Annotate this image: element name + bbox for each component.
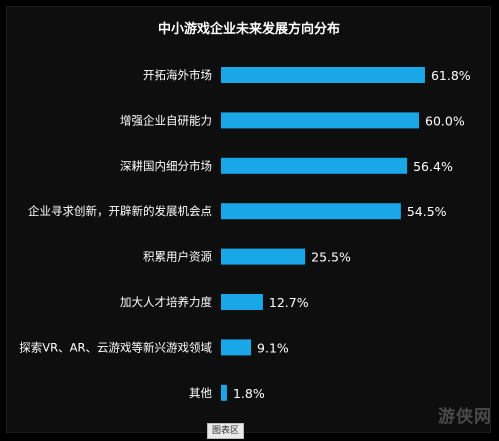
bar bbox=[221, 112, 419, 129]
value-label: 25.5% bbox=[311, 250, 351, 265]
value-label: 61.8% bbox=[431, 68, 471, 83]
category-label: 开拓海外市场 bbox=[143, 68, 212, 82]
category-label: 深耕国内细分市场 bbox=[120, 159, 212, 173]
value-label: 54.5% bbox=[407, 204, 447, 219]
bar bbox=[221, 67, 425, 83]
chart-area-caption: 图表区 bbox=[207, 423, 245, 439]
value-label: 56.4% bbox=[413, 159, 453, 174]
category-label: 企业寻求创新，开辟新的发展机会点 bbox=[28, 204, 212, 218]
chart-title: 中小游戏企业未来发展方向分布 bbox=[158, 21, 340, 37]
category-label: 探索VR、AR、云游戏等新兴游戏领域 bbox=[19, 340, 212, 354]
bar bbox=[221, 384, 227, 401]
category-label: 加大人才培养力度 bbox=[120, 295, 212, 309]
watermark-logo: 游侠网 bbox=[438, 407, 492, 427]
value-label: 12.7% bbox=[269, 295, 309, 310]
bar bbox=[221, 339, 252, 356]
bar bbox=[221, 157, 408, 174]
category-label: 其他 bbox=[189, 386, 212, 400]
bar bbox=[221, 203, 401, 220]
bars-layer: 开拓海外市场 61.8% 增强企业自研能力 60.0% 深耕国内细分市场 56.4% 企业寻… bbox=[19, 67, 471, 401]
bar bbox=[221, 248, 306, 265]
value-label: 9.1% bbox=[257, 340, 289, 355]
bar bbox=[221, 294, 263, 310]
category-label: 积累用户资源 bbox=[143, 250, 212, 264]
value-label: 60.0% bbox=[425, 113, 465, 128]
category-label: 增强企业自研能力 bbox=[120, 113, 212, 127]
value-label: 1.8% bbox=[233, 386, 265, 401]
